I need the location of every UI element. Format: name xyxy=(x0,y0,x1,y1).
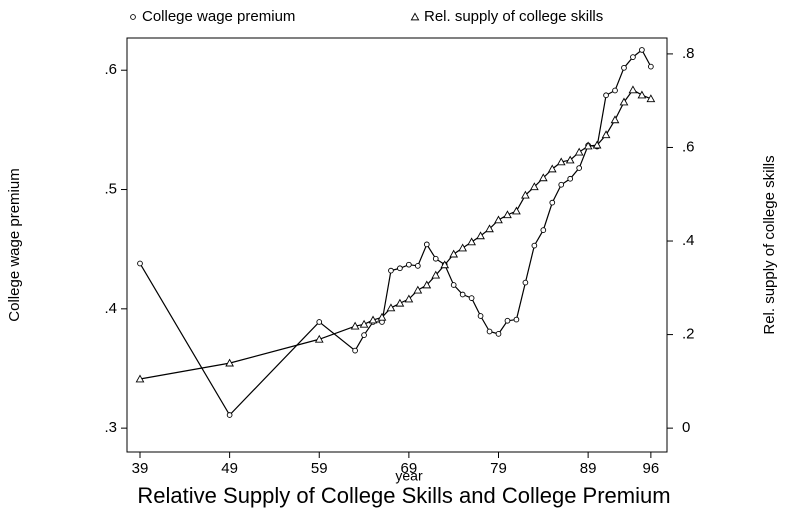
series-line xyxy=(139,89,652,380)
triangle-marker xyxy=(368,315,378,324)
triangle-marker xyxy=(135,374,145,383)
triangle-marker xyxy=(449,249,459,258)
circle-marker xyxy=(549,199,556,206)
x-tick-label: 96 xyxy=(643,460,660,477)
legend-label: Rel. supply of college skills xyxy=(424,8,603,25)
x-axis-title: year xyxy=(395,468,423,484)
x-tick-label: 59 xyxy=(311,460,328,477)
triangle-marker xyxy=(628,85,638,94)
chart-title: Relative Supply of College Skills and Co… xyxy=(137,483,670,508)
triangle-marker xyxy=(512,206,521,215)
triangle-marker xyxy=(440,260,450,269)
legend-symbol xyxy=(410,12,420,21)
triangle-marker xyxy=(431,270,441,279)
circle-marker xyxy=(504,317,511,324)
circle-marker xyxy=(630,54,636,60)
x-tick-label: 39 xyxy=(132,460,149,477)
triangle-marker xyxy=(538,173,548,182)
circle-marker xyxy=(486,328,493,335)
circle-marker xyxy=(459,291,466,298)
circle-marker xyxy=(477,313,484,319)
y2-tick-label: .4 xyxy=(682,232,695,249)
triangle-marker xyxy=(485,224,494,233)
x-tick-label: 89 xyxy=(580,460,597,477)
circle-marker xyxy=(397,265,403,272)
x-tick-label: 49 xyxy=(221,460,238,477)
circle-marker xyxy=(450,282,457,288)
circle-marker xyxy=(621,64,627,71)
y-tick-label: .5 xyxy=(104,180,117,197)
triangle-marker xyxy=(521,190,530,199)
legend-label: College wage premium xyxy=(142,8,295,25)
y2-tick-label: .8 xyxy=(682,45,695,62)
plot-frame xyxy=(126,37,668,453)
y-tick-label: .4 xyxy=(104,300,117,317)
circle-marker xyxy=(226,412,233,418)
triangle-marker xyxy=(601,130,611,139)
circle-marker xyxy=(648,63,654,70)
series-line xyxy=(139,49,652,416)
triangle-marker xyxy=(556,157,566,166)
y2-tick-label: 0 xyxy=(682,419,690,436)
y2-tick-label: .6 xyxy=(682,138,695,155)
triangle-marker xyxy=(476,231,485,240)
triangle-marker xyxy=(458,243,468,252)
triangle-marker xyxy=(225,358,234,367)
triangle-marker xyxy=(377,312,387,321)
circle-marker xyxy=(495,331,502,337)
triangle-marker xyxy=(467,237,476,246)
circle-marker xyxy=(406,261,412,268)
triangle-marker xyxy=(359,319,369,328)
triangle-marker xyxy=(529,182,539,191)
y-tick-label: .3 xyxy=(104,419,117,436)
circle-marker xyxy=(540,227,547,233)
y-axis-title: College wage premium xyxy=(6,168,23,321)
triangle-marker xyxy=(583,141,593,150)
circle-marker xyxy=(432,255,439,262)
circle-marker xyxy=(567,175,574,182)
circle-marker xyxy=(361,332,367,338)
triangle-marker xyxy=(565,155,575,164)
circle-marker xyxy=(522,279,529,286)
triangle-marker xyxy=(503,210,512,219)
triangle-marker xyxy=(637,90,647,99)
triangle-marker xyxy=(422,280,432,289)
triangle-marker xyxy=(574,147,584,156)
circle-marker xyxy=(576,165,583,171)
triangle-marker xyxy=(619,97,629,106)
circle-marker xyxy=(352,347,358,354)
circle-marker xyxy=(603,92,609,99)
triangle-marker xyxy=(610,115,620,124)
y-tick-label: .6 xyxy=(104,61,117,78)
circle-marker xyxy=(468,295,475,301)
triangle-marker xyxy=(386,303,396,312)
x-tick-label: 79 xyxy=(490,460,507,477)
triangle-marker xyxy=(395,298,405,307)
triangle-marker xyxy=(494,215,503,224)
circle-marker xyxy=(612,87,618,94)
triangle-marker xyxy=(592,140,602,149)
y2-tick-label: .2 xyxy=(682,326,695,343)
circle-marker xyxy=(316,319,323,325)
circle-marker xyxy=(388,267,394,274)
legend-symbol xyxy=(130,14,136,20)
circle-marker xyxy=(531,242,538,249)
circle-marker xyxy=(558,181,565,188)
triangle-marker xyxy=(404,294,414,303)
triangle-marker xyxy=(314,334,324,343)
circle-marker xyxy=(137,260,143,267)
circle-marker xyxy=(423,241,430,248)
triangle-marker xyxy=(547,164,557,173)
y2-axis-title: Rel. supply of college skills xyxy=(761,155,778,334)
triangle-marker xyxy=(350,321,360,330)
triangle-marker xyxy=(646,94,656,103)
circle-marker xyxy=(639,47,645,53)
x-tick-label: 69 xyxy=(401,460,418,477)
circle-marker xyxy=(414,263,421,269)
triangle-marker xyxy=(413,285,423,294)
circle-marker xyxy=(513,316,520,323)
